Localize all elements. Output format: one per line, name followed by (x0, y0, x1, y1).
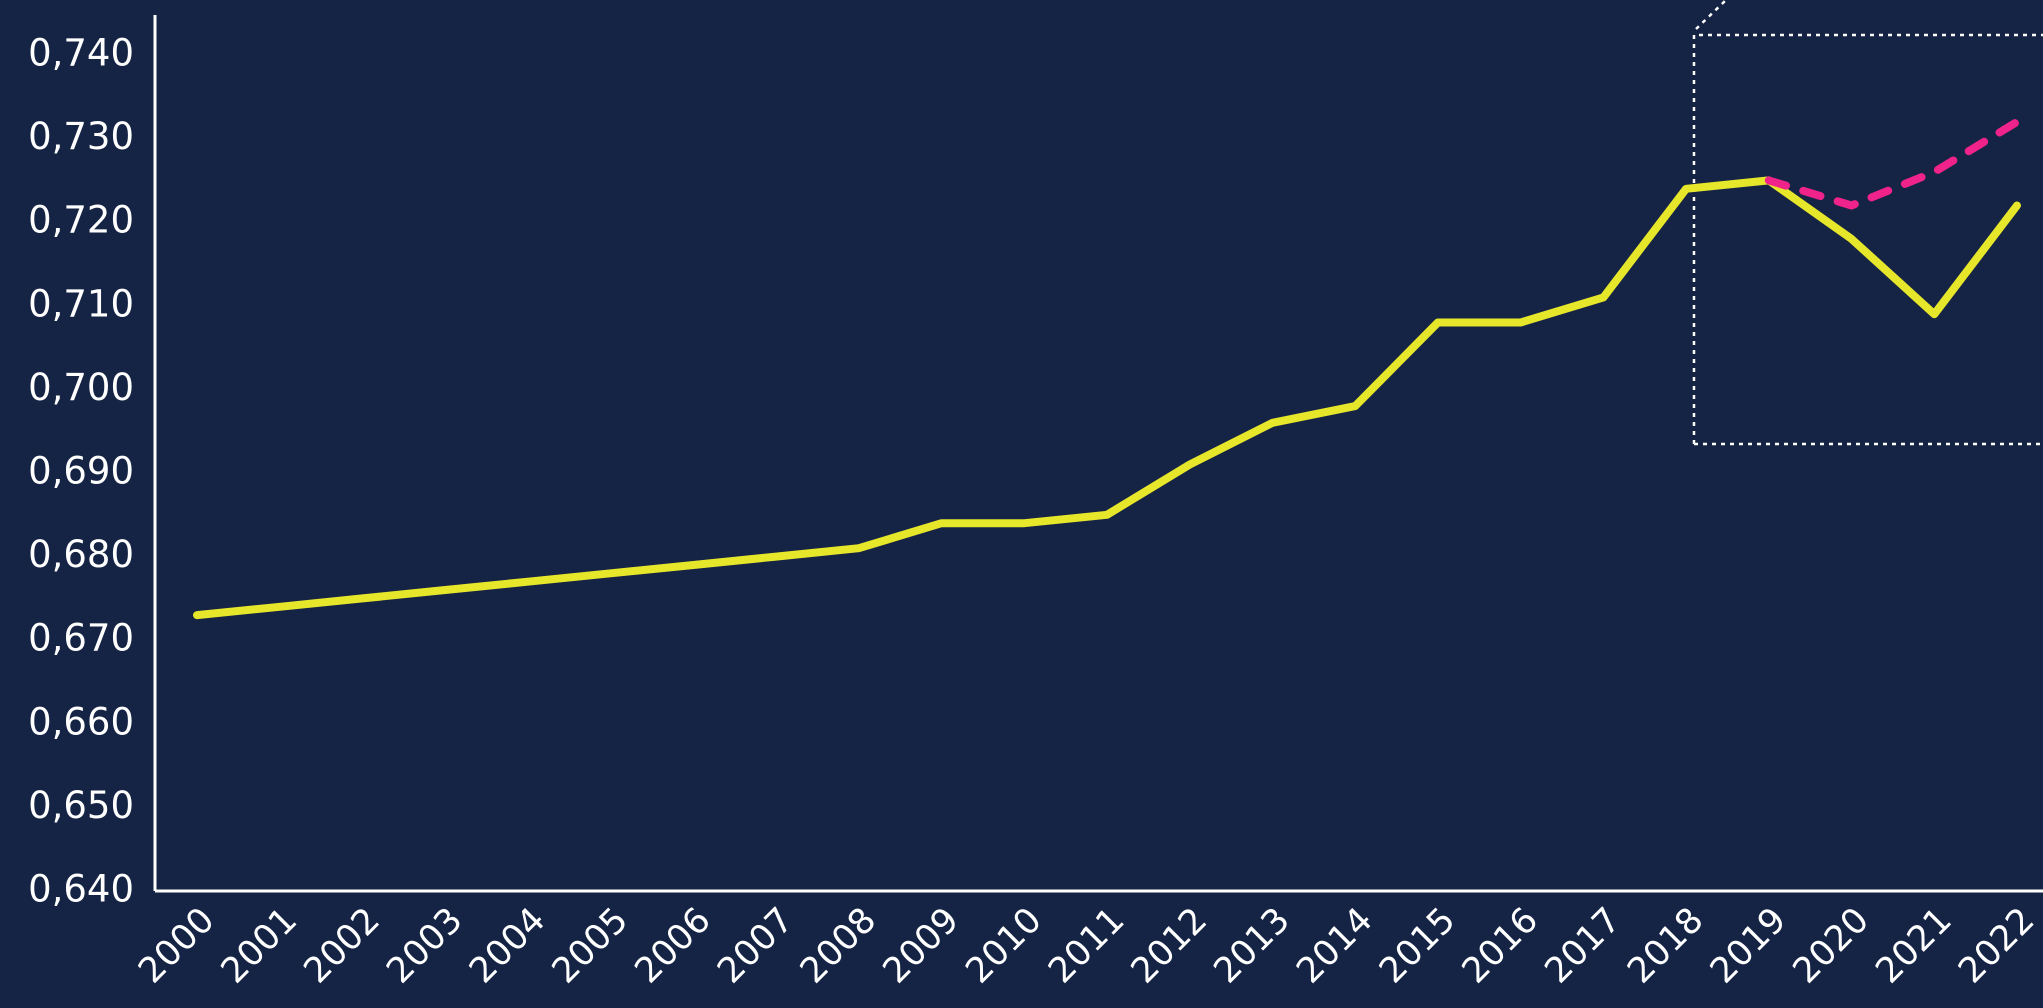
line-series (1764, 117, 2021, 210)
y-tick-label: 0,730 (28, 115, 134, 158)
y-tick-label: 0,670 (28, 617, 134, 660)
y-tick-label: 0,640 (28, 868, 134, 911)
y-tick-label: 0,740 (28, 32, 134, 75)
y-tick-label: 0,720 (28, 199, 134, 242)
line-series (193, 176, 2021, 620)
y-tick-label: 0,710 (28, 282, 134, 325)
y-tick-label: 0,690 (28, 450, 134, 493)
y-tick-label: 0,660 (28, 700, 134, 743)
y-tick-label: 0,680 (28, 533, 134, 576)
zoom-box (1692, 0, 2043, 446)
y-tick-label: 0,700 (28, 366, 134, 409)
y-tick-label: 0,650 (28, 784, 134, 827)
